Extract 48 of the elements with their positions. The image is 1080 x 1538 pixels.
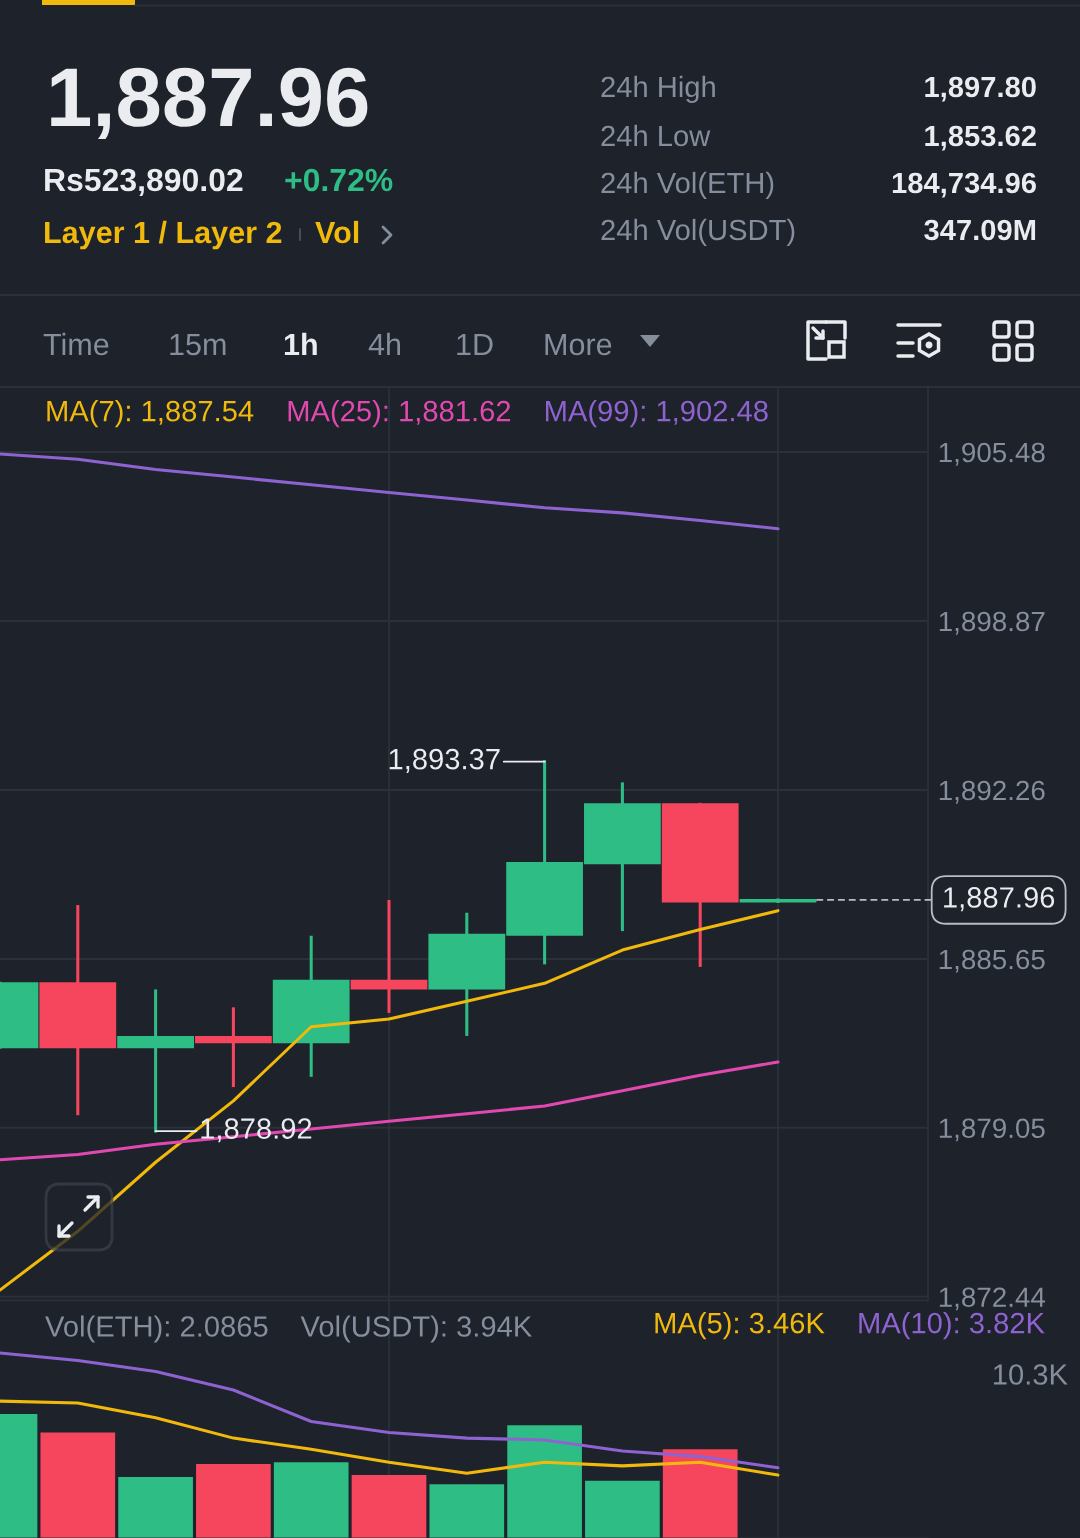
bar bbox=[585, 1480, 660, 1538]
line-series bbox=[0, 452, 780, 531]
candlestick bbox=[350, 899, 428, 1013]
text: 1D bbox=[457, 333, 493, 355]
y-tick-label: 1,905.48 bbox=[939, 442, 1045, 466]
text: 4h bbox=[368, 332, 400, 355]
text: MA(99): 1,902.48 bbox=[546, 400, 768, 428]
text: 24h Low bbox=[601, 124, 711, 147]
line-series bbox=[0, 909, 780, 1292]
text: 184,734.96 bbox=[892, 172, 1036, 198]
bar bbox=[196, 1464, 271, 1538]
text: Time bbox=[43, 332, 109, 356]
text: +0.72% bbox=[285, 168, 393, 192]
text: 347.09M bbox=[924, 219, 1036, 241]
text: 1,887.96 bbox=[944, 887, 1055, 912]
text: 24h Vol(USDT) bbox=[601, 218, 795, 247]
text: Vol bbox=[315, 220, 359, 244]
y-tick-label: 1,892.26 bbox=[939, 780, 1045, 804]
bar bbox=[118, 1476, 193, 1538]
y-tick-label: 1,898.87 bbox=[939, 611, 1045, 635]
line-series bbox=[0, 1060, 780, 1162]
bar bbox=[351, 1475, 427, 1538]
text: 1h bbox=[284, 332, 317, 355]
annotation: 1,893.37 bbox=[389, 748, 500, 773]
text: Layer 1 / Layer 2 bbox=[45, 220, 282, 250]
text: 24h High bbox=[601, 75, 715, 104]
text: MA(25): 1,881.62 bbox=[288, 400, 511, 428]
bar bbox=[507, 1425, 582, 1538]
candlestick bbox=[195, 1007, 272, 1088]
text: 24h Vol(ETH) bbox=[601, 171, 774, 200]
text: MA(5): 3.46K bbox=[655, 1312, 825, 1340]
text: MA(7): 1,887.54 bbox=[47, 400, 254, 428]
text: 1,897.80 bbox=[925, 76, 1036, 102]
bar bbox=[662, 1449, 738, 1538]
bar bbox=[273, 1462, 349, 1538]
text: 15m bbox=[170, 333, 226, 356]
text: Vol(ETH): 2.0865 bbox=[45, 1315, 268, 1343]
bar bbox=[429, 1484, 505, 1538]
y-tick-label: 1,879.05 bbox=[939, 1118, 1045, 1142]
y-tick-label: 1,872.44 bbox=[939, 1287, 1046, 1311]
y-tick-label: 1,885.65 bbox=[939, 949, 1045, 973]
text: Rs523,890.02 bbox=[45, 168, 243, 196]
text: Vol(USDT): 3.94K bbox=[300, 1315, 532, 1343]
text: 1,887.96 bbox=[51, 67, 368, 139]
text: 10.3K bbox=[994, 1364, 1068, 1385]
text: More bbox=[545, 333, 612, 356]
text: MA(10): 3.82K bbox=[859, 1312, 1045, 1340]
text: 1,853.62 bbox=[925, 125, 1036, 151]
